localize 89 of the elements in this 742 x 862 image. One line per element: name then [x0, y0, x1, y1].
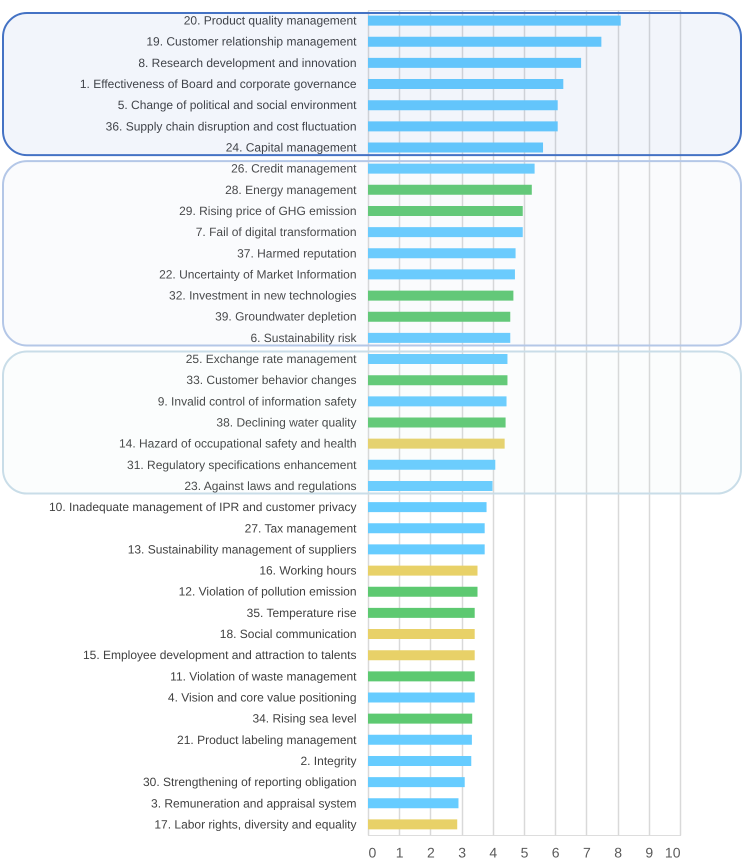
- bar: [368, 566, 478, 576]
- y-tick-label: 35. Temperature rise: [246, 606, 357, 620]
- bar: [368, 671, 475, 682]
- y-tick-label: 33. Customer behavior changes: [186, 373, 356, 388]
- bar: [368, 184, 532, 195]
- y-tick-label: 15. Employee development and attraction to talents: [82, 648, 356, 662]
- y-tick-label: 6. Sustainability risk: [250, 330, 358, 345]
- x-tick-label: 4: [489, 844, 498, 860]
- bar: [368, 544, 485, 554]
- bar: [368, 734, 472, 745]
- y-tick-label: 17. Labor rights, diversity and equality: [154, 817, 356, 832]
- y-tick-label: 24. Capital management: [226, 140, 358, 154]
- bar: [368, 714, 472, 724]
- bar: [368, 418, 506, 428]
- bar: [368, 58, 582, 68]
- x-tick-label: 5: [520, 844, 529, 860]
- y-tick-label: 7. Fail of digital transformation: [196, 225, 356, 240]
- x-tick-label: 3: [458, 844, 466, 860]
- y-tick-label: 1. Effectiveness of Board and corporate governance: [80, 77, 357, 92]
- y-tick-label: 25. Exchange rate management: [186, 352, 358, 366]
- y-tick-label: 19. Customer relationship management: [146, 34, 358, 49]
- x-tick-label: 7: [583, 844, 591, 860]
- bar: [368, 460, 496, 470]
- bar: [368, 142, 544, 152]
- y-tick-label: 5. Change of political and social environment: [118, 98, 358, 112]
- x-tick-label: 9: [645, 844, 654, 860]
- bar: [368, 608, 475, 618]
- bar: [368, 164, 535, 174]
- bar: [368, 480, 492, 491]
- y-tick-label: 10. Inadequate management of IPR and customer privacy: [48, 500, 356, 514]
- bar: [368, 629, 475, 640]
- bar: [368, 523, 485, 534]
- y-tick-label: 16. Working hours: [259, 564, 356, 578]
- bar: [368, 100, 558, 110]
- x-tick-label: 2: [427, 844, 435, 860]
- bar: [368, 396, 507, 406]
- bar: [368, 227, 523, 238]
- bar: [368, 290, 514, 301]
- bar: [368, 650, 475, 660]
- bar: [368, 332, 510, 343]
- bar: [368, 819, 458, 830]
- y-tick-label: 38. Declining water quality: [216, 416, 356, 430]
- y-tick-label: 20. Product quality management: [184, 14, 358, 28]
- y-tick-label: 3. Remuneration and appraisal system: [151, 796, 356, 810]
- y-tick-label: 30. Strengthening of reporting obligation: [143, 775, 356, 790]
- y-tick-label: 36. Supply chain disruption and cost fluctuation: [106, 119, 356, 134]
- y-tick-label: 2. Integrity: [300, 754, 356, 768]
- bar: [368, 354, 508, 364]
- y-tick-label: 37. Harmed reputation: [237, 246, 356, 260]
- bar: [368, 375, 508, 386]
- bar: [368, 16, 621, 26]
- bar: [368, 36, 602, 47]
- bar: [368, 586, 478, 597]
- y-tick-label: 22. Uncertainty of Market Information: [159, 267, 356, 282]
- y-tick-label: 32. Investment in new technologies: [169, 288, 356, 303]
- bar: [368, 206, 523, 216]
- bar: [368, 502, 487, 512]
- y-tick-label: 27. Tax management: [244, 521, 358, 536]
- y-tick-label: 18. Social communication: [220, 627, 356, 642]
- y-tick-label: 21. Product labeling management: [177, 732, 358, 747]
- bar: [368, 248, 516, 258]
- x-tick-label: 8: [614, 844, 622, 860]
- x-tick-label: 10: [664, 844, 681, 860]
- y-tick-label: 14. Hazard of occupational safety and health: [119, 436, 356, 451]
- x-tick-label: 6: [552, 844, 560, 860]
- bar: [368, 121, 558, 132]
- y-tick-label: 13. Sustainability management of suppliers: [128, 542, 356, 556]
- bar: [368, 692, 475, 702]
- y-tick-label: 23. Against laws and regulations: [184, 478, 356, 493]
- y-tick-label: 4. Vision and core value positioning: [168, 690, 356, 704]
- x-tick-label: 0: [368, 844, 376, 860]
- y-tick-label: 26. Credit management: [231, 162, 358, 176]
- bar: [368, 79, 564, 90]
- bar: [368, 312, 510, 322]
- y-tick-label: 29. Rising price of GHG emission: [179, 204, 356, 218]
- bar: [368, 438, 505, 449]
- y-tick-label: 8. Research development and innovation: [138, 56, 356, 70]
- bar: [368, 269, 515, 280]
- y-tick-label: 34. Rising sea level: [252, 712, 356, 726]
- y-tick-label: 31. Regulatory specifications enhancement: [127, 458, 358, 472]
- y-tick-label: 9. Invalid control of information safety: [158, 394, 356, 408]
- y-tick-label: 12. Violation of pollution emission: [178, 584, 356, 599]
- bar: [368, 756, 472, 766]
- y-tick-label: 11. Violation of waste management: [170, 669, 358, 684]
- x-tick-label: 1: [396, 844, 404, 860]
- y-tick-label: 28. Energy management: [225, 182, 358, 197]
- y-tick-label: 39. Groundwater depletion: [215, 310, 356, 324]
- bar: [368, 798, 458, 808]
- bar: [368, 777, 465, 788]
